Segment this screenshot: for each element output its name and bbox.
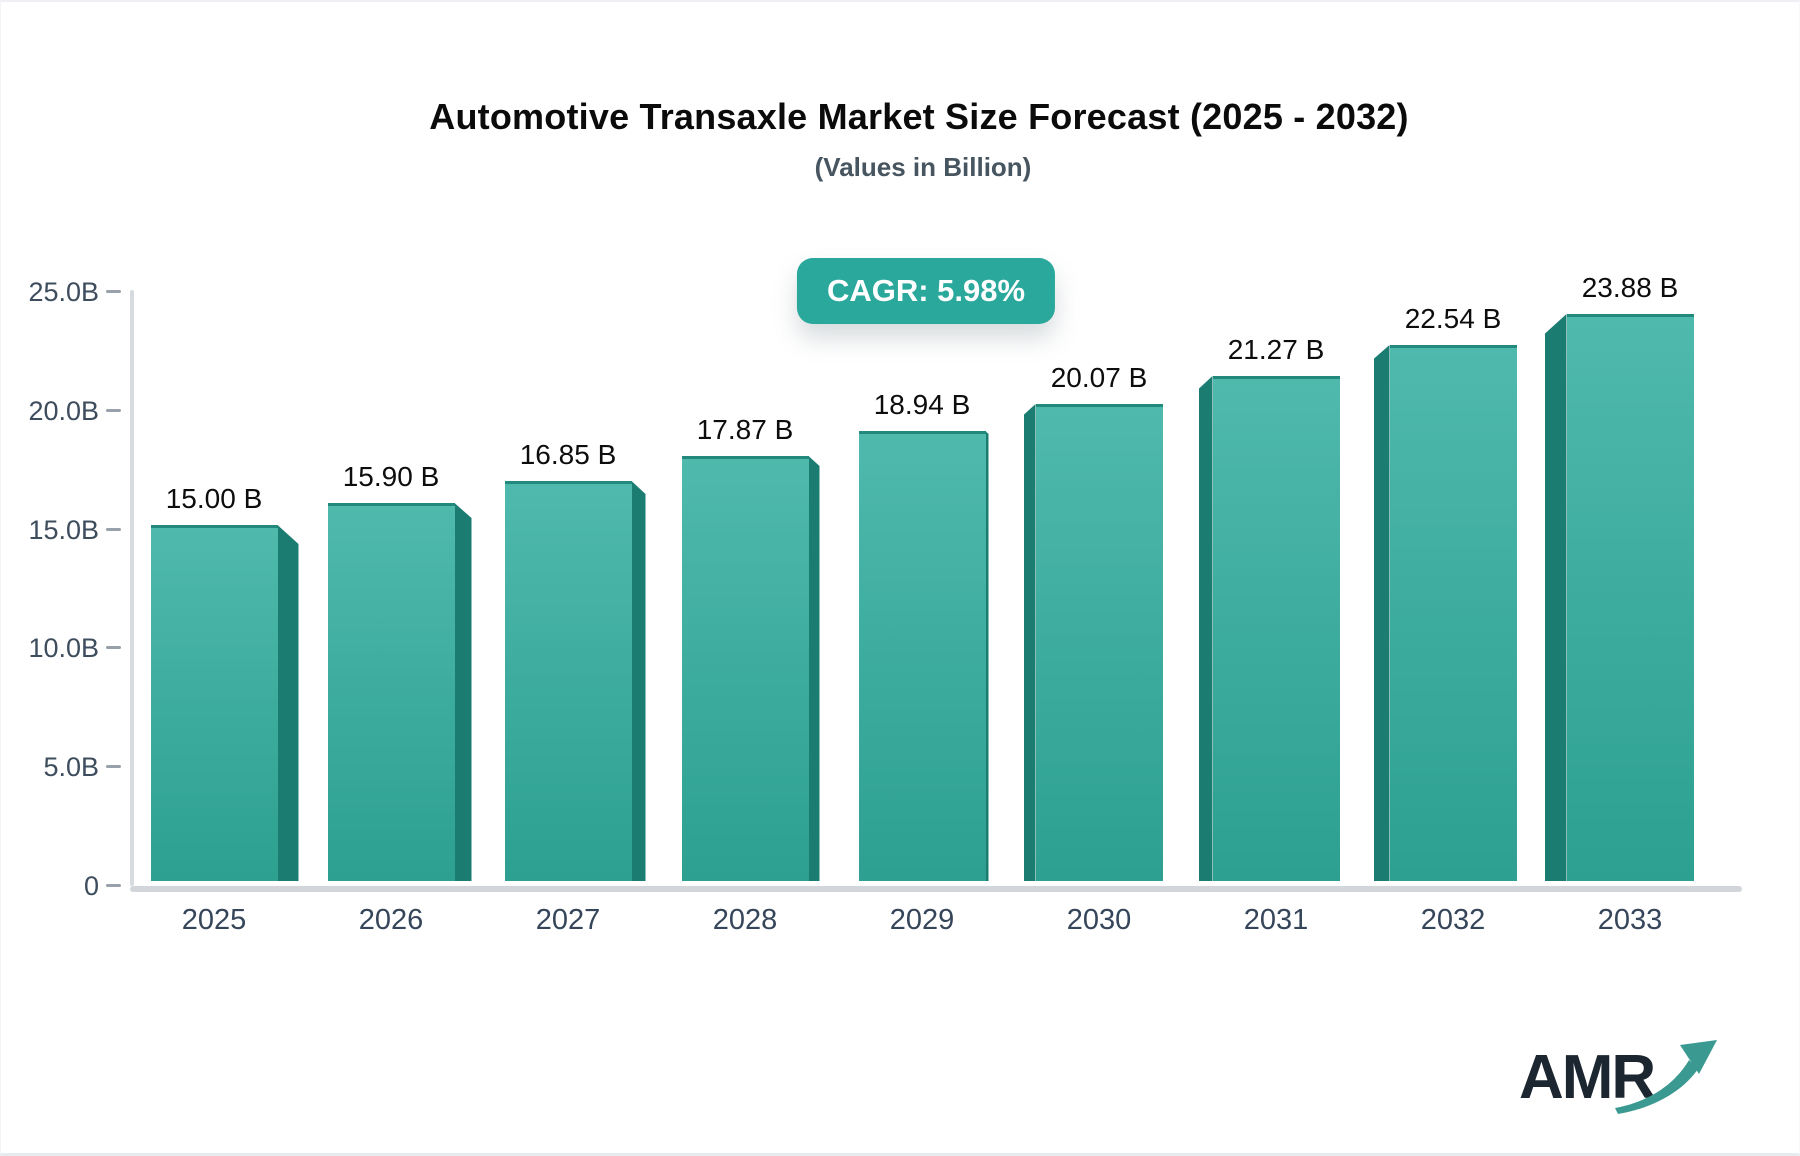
y-axis-label: 20.0B (28, 395, 99, 426)
bar-2028[interactable] (681, 456, 820, 881)
y-axis-tick (106, 765, 121, 769)
bar-face (1212, 376, 1340, 881)
cagr-badge: CAGR: 5.98% (796, 258, 1056, 324)
x-axis-label: 2029 (889, 904, 955, 936)
y-axis-line (130, 290, 134, 886)
chart-subtitle: (Values in Billion) (814, 152, 1032, 182)
bar-2031[interactable] (1198, 376, 1340, 881)
bar-value-label: 20.07 B (1050, 362, 1148, 393)
bar-value-label: 22.54 B (1404, 303, 1502, 334)
x-axis-baseline (130, 886, 1742, 892)
amr-logo-graphic: AMR (1519, 1040, 1717, 1114)
bar-value-label: 18.94 B (873, 389, 971, 420)
growth-arrow-icon (1615, 1060, 1698, 1114)
bar-2027[interactable] (504, 481, 646, 881)
y-axis-tick (106, 408, 121, 412)
bar-2025[interactable] (150, 525, 299, 881)
y-axis-label: 25.0B (28, 277, 99, 307)
bar-face (681, 456, 809, 881)
y-axis-tick (106, 290, 121, 293)
bar-3d-side (808, 456, 820, 881)
bar-value-label: 16.85 B (519, 439, 617, 470)
bar-2033[interactable] (1544, 314, 1694, 881)
bar-3d-side (631, 481, 646, 881)
bar-2029[interactable] (858, 431, 989, 881)
y-axis-tick (106, 884, 121, 887)
y-axis-label: 5.0B (43, 752, 99, 783)
x-axis-label: 2025 (181, 904, 247, 936)
bar-value-label: 15.00 B (165, 483, 263, 514)
bar-face (858, 431, 986, 881)
bar-3d-side (1198, 376, 1213, 881)
bar-face (504, 481, 632, 881)
bar-face (1389, 345, 1517, 881)
bar-3d-side (985, 431, 989, 881)
y-axis-tick (106, 527, 121, 531)
x-axis-label: 2028 (712, 904, 778, 936)
bar-face (1035, 404, 1163, 881)
bar-3d-side (454, 503, 472, 881)
x-axis-label: 2030 (1066, 904, 1132, 936)
bar-face (150, 525, 278, 881)
bar-3d-side (1023, 404, 1036, 881)
bar-face (327, 503, 455, 881)
x-axis-label: 2033 (1597, 904, 1663, 936)
bar-2032[interactable] (1373, 345, 1517, 881)
x-axis-label: 2027 (535, 904, 601, 936)
x-axis-label: 2032 (1420, 904, 1486, 936)
bar-3d-side (1544, 314, 1567, 881)
bar-2026[interactable] (327, 503, 472, 881)
bar-value-label: 21.27 B (1227, 334, 1325, 365)
growth-arrow-head-icon (1680, 1040, 1717, 1074)
bar-3d-side (1373, 345, 1390, 881)
y-axis-tick (106, 646, 121, 650)
bar-3d-side (277, 525, 299, 881)
x-axis-label: 2031 (1243, 904, 1309, 936)
bar-value-label: 15.90 B (342, 461, 440, 492)
y-axis-label: 0 (83, 871, 99, 901)
chart-title: Automotive Transaxle Market Size Forecas… (429, 96, 1409, 137)
amr-logo: AMR (1517, 1030, 1732, 1125)
bar-face (1566, 314, 1694, 881)
y-axis-label: 10.0B (28, 633, 99, 664)
bar-value-label: 23.88 B (1581, 272, 1679, 303)
x-axis-label: 2026 (358, 904, 424, 936)
bar-2030[interactable] (1023, 404, 1163, 881)
y-axis-label: 15.0B (28, 514, 99, 545)
amr-logo-text: AMR (1519, 1043, 1655, 1112)
bar-value-label: 17.87 B (696, 414, 794, 445)
